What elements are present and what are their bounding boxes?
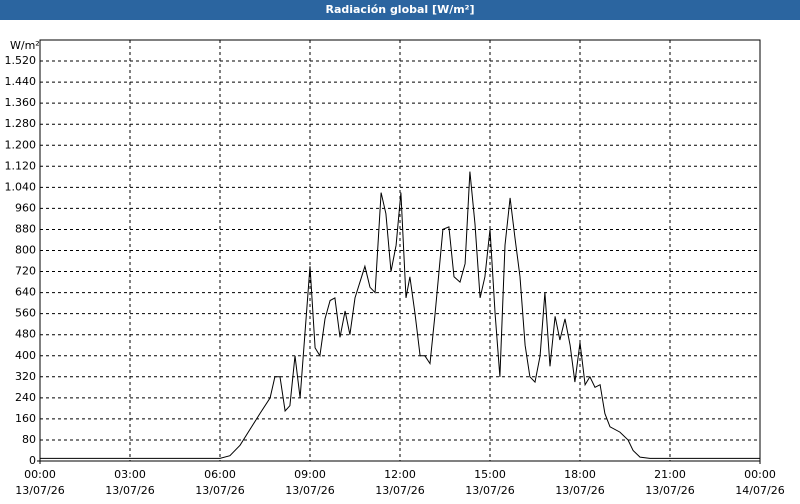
x-tick-label: 12:00 (384, 468, 416, 481)
x-tick-label: 15:00 (474, 468, 506, 481)
x-tick-label: 00:00 (744, 468, 776, 481)
y-tick-label: 480 (15, 328, 36, 341)
y-tick-label: 800 (15, 244, 36, 257)
y-tick-label: 0 (29, 454, 36, 467)
y-tick-label: 640 (15, 286, 36, 299)
y-tick-label: 1.280 (5, 117, 37, 130)
y-tick-label: 1.120 (5, 159, 37, 172)
x-tick-label: 21:00 (654, 468, 686, 481)
plot-frame (39, 39, 761, 462)
y-tick-label: 1.520 (5, 54, 37, 67)
x-tick-date: 13/07/26 (645, 484, 694, 497)
x-tick-date: 13/07/26 (375, 484, 424, 497)
y-tick-label: 320 (15, 370, 36, 383)
y-tick-label: 1.040 (5, 180, 37, 193)
x-tick-label: 09:00 (294, 468, 326, 481)
data-line (40, 171, 760, 459)
x-tick-date: 14/07/26 (735, 484, 784, 497)
title-bar (0, 0, 800, 20)
y-tick-label: 1.200 (5, 138, 37, 151)
x-tick-label: 00:00 (24, 468, 56, 481)
y-tick-label: 1.360 (5, 96, 37, 109)
y-tick-label: 560 (15, 307, 36, 320)
y-tick-label: 80 (22, 433, 36, 446)
y-tick-label: 720 (15, 265, 36, 278)
x-tick-date: 13/07/26 (105, 484, 154, 497)
y-tick-label: 400 (15, 349, 36, 362)
y-tick-label: 960 (15, 201, 36, 214)
x-tick-label: 03:00 (114, 468, 146, 481)
x-tick-date: 13/07/26 (285, 484, 334, 497)
x-tick-date: 13/07/26 (15, 484, 64, 497)
x-tick-date: 13/07/26 (465, 484, 514, 497)
y-tick-label: 160 (15, 412, 36, 425)
x-tick-label: 18:00 (564, 468, 596, 481)
x-tick-date: 13/07/26 (195, 484, 244, 497)
chart-title: Radiación global [W/m²] (325, 3, 474, 16)
y-unit: W/m² (10, 39, 40, 52)
y-tick-label: 1.440 (5, 75, 37, 88)
y-tick-label: 240 (15, 391, 36, 404)
y-tick-label: 880 (15, 222, 36, 235)
x-tick-date: 13/07/26 (555, 484, 604, 497)
x-tick-label: 06:00 (204, 468, 236, 481)
